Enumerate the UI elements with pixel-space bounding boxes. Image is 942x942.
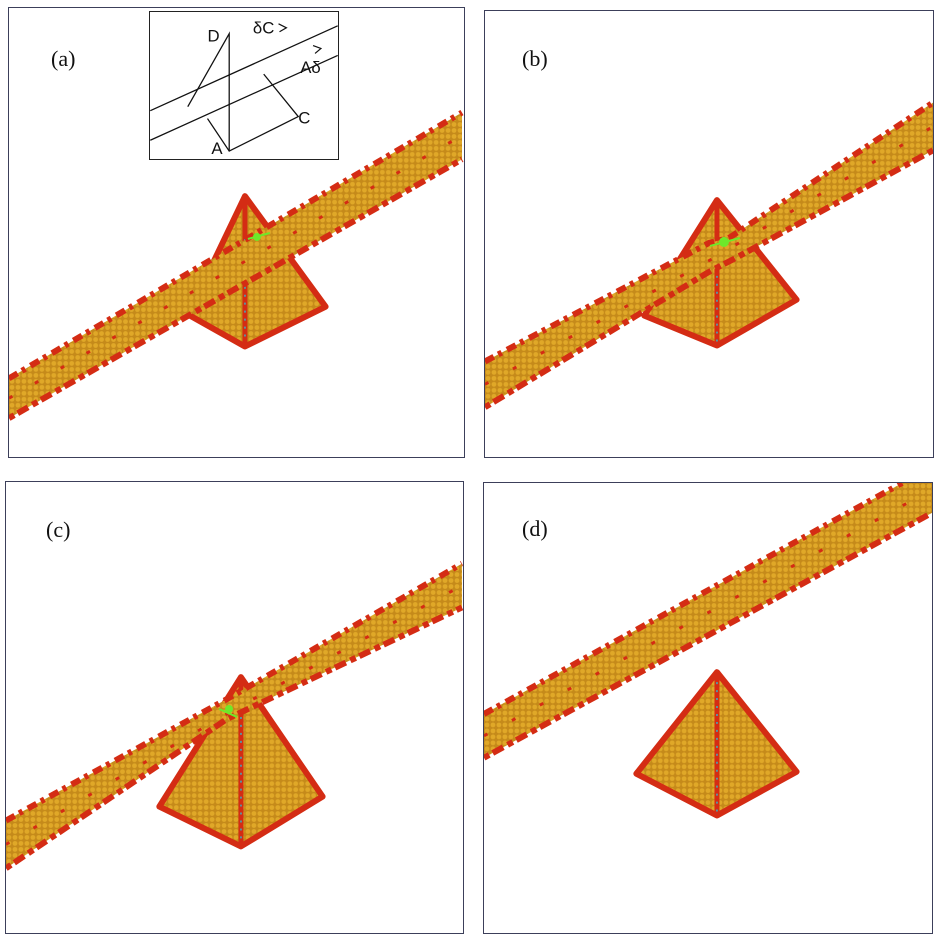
- pyramid-precipitate: [633, 669, 800, 819]
- panel-label-a: (a): [51, 46, 76, 71]
- burgers-vector-inset: D δC Aδ C A: [149, 11, 339, 160]
- panel-d: (d): [483, 482, 933, 934]
- inset-label-delta-c: δC: [253, 19, 274, 38]
- dislocation-ribbon: [6, 561, 463, 871]
- panel-a: (a) D δC Aδ C A: [8, 7, 465, 458]
- atomistic-scene-c: [6, 561, 463, 871]
- atomistic-scene-d: [484, 483, 932, 819]
- panel-c: (c): [5, 481, 464, 934]
- atomistic-scene-a: [9, 109, 464, 421]
- dislocation-core-marker: [218, 705, 238, 718]
- inset-label-c: C: [298, 108, 310, 127]
- panel-label-c: (c): [46, 517, 71, 542]
- inset-label-d: D: [207, 27, 219, 46]
- inset-label-a-delta: Aδ: [300, 58, 321, 77]
- dislocation-ribbon: [485, 100, 933, 410]
- panel-label-b: (b): [522, 46, 548, 71]
- inset-label-a: A: [211, 139, 223, 158]
- dislocation-core-marker: [247, 232, 271, 241]
- atomistic-scene-b: [485, 100, 933, 410]
- panel-label-d: (d): [522, 516, 548, 541]
- dislocation-ribbon: [484, 483, 932, 761]
- dislocation-ribbon: [9, 109, 464, 421]
- panel-b: (b): [484, 10, 934, 458]
- dislocation-core-marker: [709, 236, 741, 247]
- inset-diagram: D δC Aδ C A: [150, 19, 338, 158]
